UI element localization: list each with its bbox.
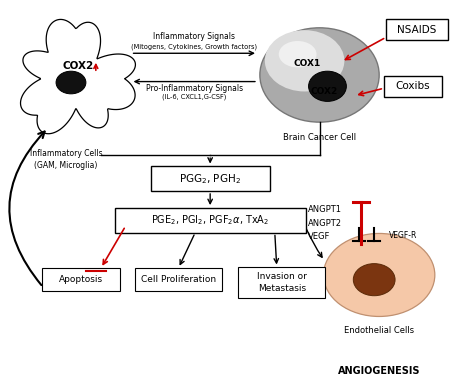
Text: (Mitogens, Cytokines, Growth factors): (Mitogens, Cytokines, Growth factors) <box>131 44 257 51</box>
Text: Pro-Inflammatory Signals: Pro-Inflammatory Signals <box>146 84 243 93</box>
Text: COX2: COX2 <box>311 87 338 96</box>
Ellipse shape <box>279 41 317 68</box>
Text: Coxibs: Coxibs <box>396 81 430 91</box>
Text: VEGF-R: VEGF-R <box>389 231 418 240</box>
FancyBboxPatch shape <box>386 19 448 40</box>
Text: Inflammatory Cells
(GAM, Microglia): Inflammatory Cells (GAM, Microglia) <box>30 150 102 170</box>
Text: Endothelial Cells: Endothelial Cells <box>344 326 414 335</box>
FancyBboxPatch shape <box>238 267 326 298</box>
Text: Cell Proliferation: Cell Proliferation <box>141 275 216 284</box>
Ellipse shape <box>353 264 395 296</box>
FancyBboxPatch shape <box>151 166 270 191</box>
Ellipse shape <box>323 234 435 316</box>
Text: COX2: COX2 <box>62 60 93 70</box>
Text: ANGIOGENESIS: ANGIOGENESIS <box>338 366 420 375</box>
Text: Inflammatory Signals: Inflammatory Signals <box>153 32 235 41</box>
Ellipse shape <box>309 71 346 101</box>
Text: COX1: COX1 <box>294 59 321 68</box>
Text: (IL-6, CXCL1,G-CSF): (IL-6, CXCL1,G-CSF) <box>162 94 227 100</box>
Text: NSAIDS: NSAIDS <box>397 25 437 35</box>
Ellipse shape <box>56 71 86 94</box>
Text: Apoptosis: Apoptosis <box>59 275 103 284</box>
Text: Invasion or
Metastasis: Invasion or Metastasis <box>257 273 307 292</box>
Text: ANGPT1
ANGPT2
VEGF: ANGPT1 ANGPT2 VEGF <box>308 205 342 242</box>
Polygon shape <box>20 20 136 134</box>
Text: Brain Cancer Cell: Brain Cancer Cell <box>283 134 356 142</box>
FancyBboxPatch shape <box>135 268 222 291</box>
FancyBboxPatch shape <box>115 208 306 232</box>
Text: PGE$_2$, PGI$_2$, PGF$_2$$\alpha$, TxA$_2$: PGE$_2$, PGI$_2$, PGF$_2$$\alpha$, TxA$_… <box>151 213 269 227</box>
Ellipse shape <box>265 30 345 92</box>
FancyBboxPatch shape <box>42 268 120 291</box>
Text: PGG$_2$, PGH$_2$: PGG$_2$, PGH$_2$ <box>179 172 241 186</box>
FancyBboxPatch shape <box>384 76 442 97</box>
Ellipse shape <box>260 28 379 122</box>
